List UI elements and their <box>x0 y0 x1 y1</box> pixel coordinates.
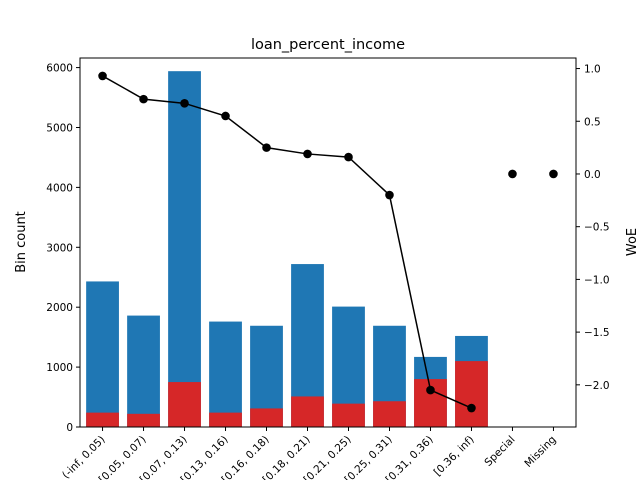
woe-point-11 <box>508 169 517 179</box>
bar-total-1 <box>86 281 119 427</box>
y-right-tick-label-7: 1.0 <box>584 64 601 76</box>
woe-point-12 <box>549 169 558 179</box>
y-right-tick-label-4: −0.5 <box>584 222 610 234</box>
woe-point-1 <box>98 71 107 81</box>
x-tick-label-12: Missing <box>522 434 558 470</box>
woe-point-5 <box>262 143 271 152</box>
woe-point-6 <box>303 149 312 159</box>
y-right-tick-label-5: 0.0 <box>584 169 601 181</box>
y-left-tick-label-5: 4000 <box>46 182 73 194</box>
woe-point-2 <box>139 94 148 104</box>
bar-total-3 <box>168 71 201 427</box>
bar-event-6 <box>291 396 324 427</box>
x-tick-label-10: [0.36, inf) <box>432 434 477 479</box>
bar-total-4 <box>209 321 242 427</box>
bar-event-3 <box>168 382 201 427</box>
y-left-tick-label-6: 5000 <box>46 122 73 134</box>
plot-marks: 0 1000 2000 3000 4000 5000 6000 −2.0 −1.5 −1.0 −0.… <box>46 63 609 480</box>
y-right-tick-label-2: −1.5 <box>584 327 610 339</box>
bar-event-10 <box>455 361 488 427</box>
plot-frame <box>79 57 577 428</box>
y-right-tick-label-3: −1.0 <box>584 274 610 286</box>
y-axis-label-left: Bin count <box>14 211 29 273</box>
woe-point-3 <box>180 99 189 108</box>
y-left-tick-label-1: 0 <box>66 422 73 434</box>
woe-point-8 <box>385 190 394 200</box>
chart-title: loan_percent_income <box>251 37 405 53</box>
bar-event-8 <box>373 401 406 427</box>
y-right-tick-label-1: −2.0 <box>584 380 610 392</box>
woe-point-7 <box>344 152 353 162</box>
bar-event-2 <box>127 413 160 427</box>
bar-total-2 <box>127 315 160 427</box>
y-left-tick-label-3: 2000 <box>46 302 73 314</box>
woe-point-10 <box>467 403 476 413</box>
bar-event-4 <box>209 412 242 427</box>
bar-event-5 <box>250 408 283 427</box>
woe-line <box>102 75 472 409</box>
y-left-tick-label-4: 3000 <box>46 242 73 254</box>
y-left-tick-label-2: 1000 <box>46 362 73 374</box>
woe-point-4 <box>221 111 230 121</box>
x-tick-label-11: Special <box>482 434 517 469</box>
bar-event-1 <box>86 412 119 427</box>
y-right-tick-label-6: 0.5 <box>584 116 601 128</box>
bar-event-7 <box>332 403 365 427</box>
y-left-tick-label-7: 6000 <box>46 63 73 75</box>
woe-point-9 <box>426 385 435 395</box>
y-axis-label-right: WoE <box>625 228 640 256</box>
